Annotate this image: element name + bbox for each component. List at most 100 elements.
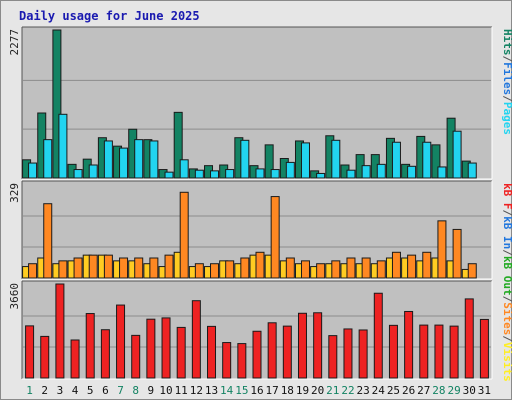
legend-visits-sites: kB F/kB In/kB Out/Sites/Visits xyxy=(501,183,512,382)
legend-item: Files xyxy=(501,62,512,95)
bar-kb-f xyxy=(434,324,444,379)
x-tick-label: 22 xyxy=(341,384,354,397)
y-max-label: 3660 xyxy=(8,283,21,310)
x-tick-label: 10 xyxy=(159,384,172,397)
bar-files xyxy=(28,162,38,179)
legend-item: kB In xyxy=(501,216,512,249)
bar-kb-f xyxy=(25,325,35,379)
legend-separator: / xyxy=(501,296,512,303)
bar-kb-f xyxy=(419,324,429,379)
x-tick-label: 18 xyxy=(281,384,294,397)
bar-hits xyxy=(52,29,62,179)
bar-kb-f xyxy=(191,300,201,379)
x-tick-label: 20 xyxy=(311,384,324,397)
x-tick-label: 7 xyxy=(117,384,124,397)
x-tick-label: 8 xyxy=(132,384,139,397)
bar-kb-f xyxy=(55,283,65,379)
bar-hits xyxy=(431,144,441,179)
bar-sites xyxy=(134,257,144,279)
bar-kb-f xyxy=(237,343,247,379)
bar-kb-f xyxy=(100,329,110,379)
x-tick-label: 3 xyxy=(57,384,64,397)
bar-files xyxy=(376,163,386,179)
bar-kb-f xyxy=(146,318,156,379)
bar-sites xyxy=(58,260,68,279)
x-tick-label: 27 xyxy=(417,384,430,397)
bar-kb-f xyxy=(116,304,126,379)
bar-sites xyxy=(210,263,220,279)
bar-files xyxy=(58,113,68,179)
bar-sites xyxy=(437,220,447,279)
legend-item: kB F xyxy=(501,183,512,210)
bar-files xyxy=(285,161,295,179)
bar-sites xyxy=(119,257,129,279)
bar-kb-f xyxy=(207,325,217,379)
x-tick-label: 2 xyxy=(41,384,48,397)
bar-hits xyxy=(173,111,183,179)
chart-title: Daily usage for June 2025 xyxy=(19,9,200,23)
bar-sites xyxy=(88,254,98,279)
bar-hits xyxy=(264,144,274,179)
x-tick-label: 11 xyxy=(175,384,188,397)
legend-item: kB Out xyxy=(501,256,512,296)
bar-sites xyxy=(285,257,295,279)
bar-files xyxy=(361,165,371,179)
x-tick-label: 9 xyxy=(148,384,155,397)
x-tick-label: 14 xyxy=(220,384,234,397)
x-tick-label: 4 xyxy=(72,384,79,397)
x-tick-label: 6 xyxy=(102,384,109,397)
bar-files xyxy=(179,159,189,179)
bar-kb-f xyxy=(449,325,459,379)
bar-files xyxy=(164,171,174,179)
bar-files xyxy=(149,140,159,179)
bar-kb-f xyxy=(176,326,186,379)
bar-sites xyxy=(255,251,265,279)
x-tick-label: 13 xyxy=(205,384,218,397)
bar-files xyxy=(391,141,401,179)
legend-item: Sites xyxy=(501,302,512,335)
x-tick-label: 26 xyxy=(402,384,415,397)
bar-sites xyxy=(346,257,356,279)
bar-files xyxy=(467,162,477,179)
bar-kb-f xyxy=(85,313,95,379)
bar-files xyxy=(210,170,220,179)
legend-separator: / xyxy=(501,335,512,342)
bar-files xyxy=(407,165,417,179)
bar-kb-f xyxy=(70,339,80,379)
bar-kb-f xyxy=(252,330,262,379)
legend-separator: / xyxy=(501,56,512,63)
bar-sites xyxy=(391,251,401,279)
bar-files xyxy=(134,139,144,179)
bar-kb-f xyxy=(297,312,307,379)
legend-item: Pages xyxy=(501,102,512,135)
x-tick-label: 1 xyxy=(26,384,33,397)
bar-kb-f xyxy=(479,318,489,379)
x-tick-label: 24 xyxy=(372,384,386,397)
x-tick-label: 31 xyxy=(478,384,491,397)
bar-sites xyxy=(407,254,417,279)
legend-separator: / xyxy=(501,249,512,256)
bar-sites xyxy=(316,263,326,279)
bar-sites xyxy=(179,191,189,279)
bar-files xyxy=(270,169,280,179)
bar-kb-f xyxy=(161,317,171,379)
x-tick-label: 23 xyxy=(357,384,370,397)
x-tick-label: 25 xyxy=(387,384,400,397)
bar-sites xyxy=(240,257,250,279)
bar-kb-f xyxy=(267,322,277,379)
bar-files xyxy=(73,169,83,179)
bar-kb-f xyxy=(222,342,232,379)
bar-sites xyxy=(331,260,341,279)
bar-sites xyxy=(225,260,235,279)
x-tick-label: 19 xyxy=(296,384,309,397)
bar-kb-f xyxy=(388,324,398,379)
x-tick-label: 21 xyxy=(326,384,339,397)
bar-kb-f xyxy=(404,310,414,379)
bar-files xyxy=(452,130,462,179)
bar-files xyxy=(119,147,129,179)
bar-sites xyxy=(376,260,386,279)
bar-kb-f xyxy=(358,329,368,379)
x-tick-label: 30 xyxy=(463,384,476,397)
